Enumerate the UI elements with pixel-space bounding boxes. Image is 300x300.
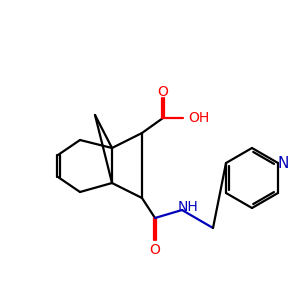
Text: NH: NH [178, 200, 198, 214]
Text: O: O [150, 243, 160, 257]
Text: O: O [158, 85, 168, 99]
Text: OH: OH [188, 111, 210, 125]
Text: N: N [277, 155, 289, 170]
